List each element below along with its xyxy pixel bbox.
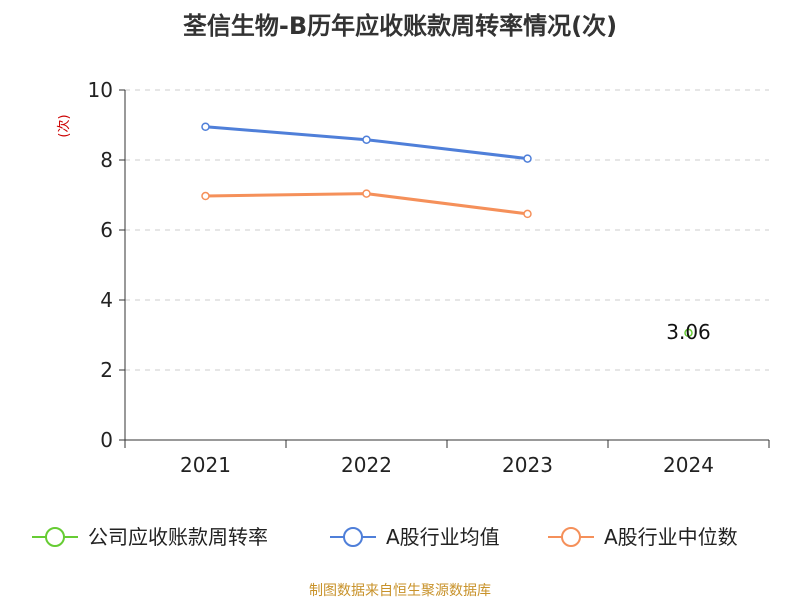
series-2 [201, 189, 532, 219]
data-point [684, 328, 693, 338]
x-tick-label: 2024 [663, 453, 714, 477]
series-layer: 3.06 [201, 122, 711, 344]
legend-swatch-marker [45, 527, 65, 547]
legend-item: A股行业均值 [330, 525, 500, 549]
legend-label: 公司应收账款周转率 [88, 525, 268, 549]
x-tick-label: 2023 [502, 453, 553, 477]
legend-label: A股行业均值 [386, 525, 500, 549]
y-tick-label: 0 [100, 428, 113, 452]
y-tick-label: 6 [100, 218, 113, 242]
data-point [201, 191, 210, 201]
axes: 0 2 4 6 8 10 2021 2022 2023 2024 [88, 78, 770, 477]
legend-label: A股行业中位数 [604, 525, 738, 549]
grid-lines [125, 89, 769, 371]
data-label: 3.06 [666, 320, 711, 344]
data-point [523, 209, 532, 219]
data-point [362, 189, 371, 198]
data-source-footer: 制图数据来自恒生聚源数据库 [309, 583, 491, 599]
legend-item: A股行业中位数 [548, 525, 738, 549]
y-tick-label: 4 [100, 288, 113, 312]
legend-swatch-marker [343, 527, 363, 547]
legend: 公司应收账款周转率 A股行业均值 A股行业中位数 [32, 525, 738, 549]
y-tick-label: 10 [88, 78, 113, 102]
legend-swatch-marker [561, 527, 581, 547]
legend-item: 公司应收账款周转率 [32, 525, 268, 549]
x-tick-label: 2022 [341, 453, 392, 477]
series-0: 3.06 [666, 320, 711, 344]
series-1 [201, 122, 532, 163]
data-point [362, 135, 371, 144]
data-point [201, 122, 210, 131]
y-axis-label: (次) [56, 114, 72, 137]
chart-title: 荃信生物-B历年应收账款周转率情况(次) [182, 12, 618, 40]
y-tick-label: 8 [100, 148, 113, 172]
y-tick-label: 2 [100, 358, 113, 382]
x-tick-label: 2021 [180, 453, 231, 477]
data-point [523, 154, 532, 163]
